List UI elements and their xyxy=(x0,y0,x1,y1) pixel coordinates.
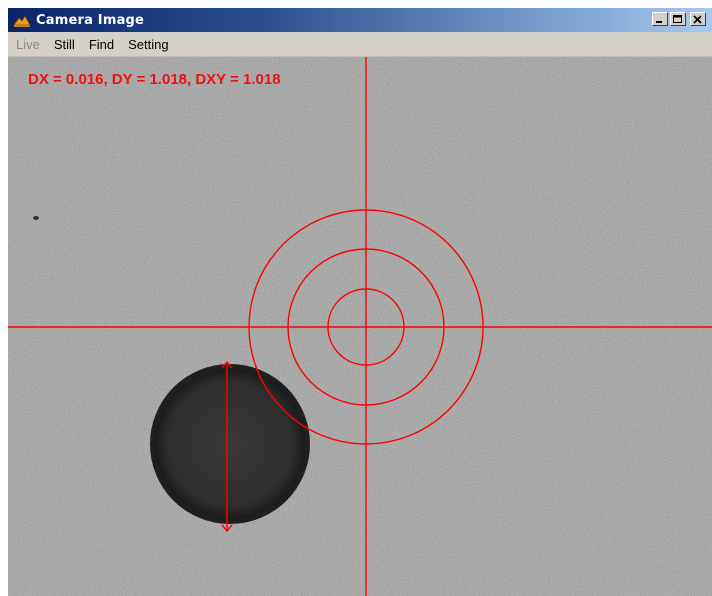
minimize-icon xyxy=(656,20,662,23)
close-button[interactable] xyxy=(690,12,706,26)
maximize-icon xyxy=(673,14,682,23)
menu-setting[interactable]: Setting xyxy=(128,36,169,52)
close-icon xyxy=(693,14,702,24)
menu-bar: Live Still Find Setting xyxy=(8,32,712,57)
menu-live[interactable]: Live xyxy=(16,36,40,52)
target-rings xyxy=(248,209,484,445)
menu-find[interactable]: Find xyxy=(88,36,115,52)
minimize-button[interactable] xyxy=(652,12,668,26)
crosshair xyxy=(8,57,712,596)
maximize-button[interactable] xyxy=(670,12,686,26)
camera-app-icon xyxy=(13,15,31,27)
menu-still[interactable]: Still xyxy=(53,36,75,52)
surface-speck xyxy=(33,216,39,220)
window-title: Camera Image xyxy=(36,12,145,28)
measurement-readout: DX = 0.016, DY = 1.018, DXY = 1.018 xyxy=(28,71,281,88)
camera-image-canvas xyxy=(8,57,712,596)
title-bar[interactable]: Camera Image xyxy=(8,8,712,32)
hole-diameter-marker xyxy=(221,360,233,533)
camera-image-viewport[interactable]: DX = 0.016, DY = 1.018, DXY = 1.018 xyxy=(8,57,712,596)
